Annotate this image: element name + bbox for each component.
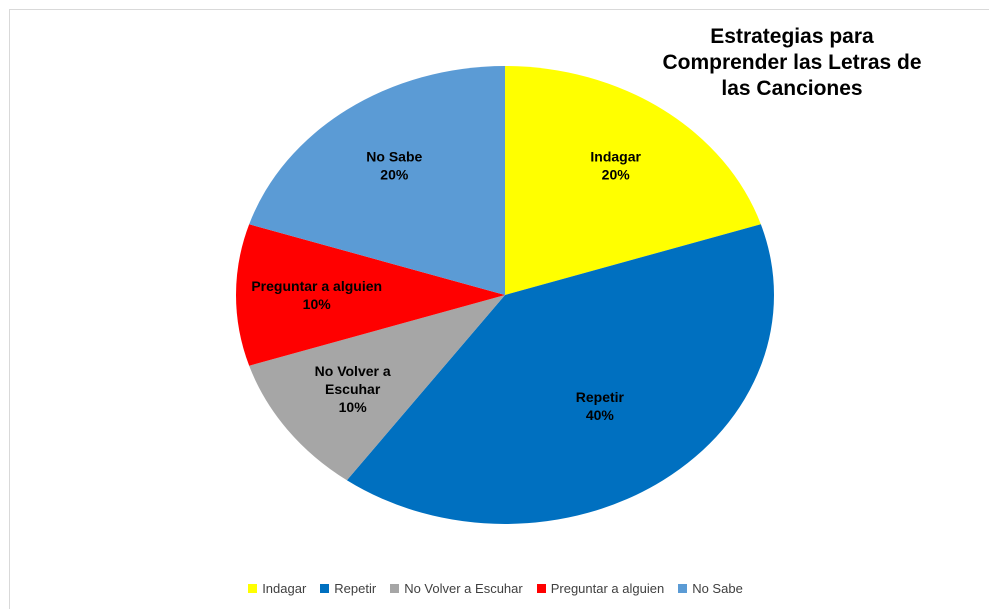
legend-swatch bbox=[678, 584, 688, 593]
slice-label-indagar: Indagar 20% bbox=[590, 148, 641, 182]
legend-label: Preguntar a alguien bbox=[550, 581, 665, 596]
legend-swatch bbox=[390, 584, 400, 593]
chart-title-line: las Canciones bbox=[721, 77, 863, 100]
legend: Indagar Repetir No Volver a Escuhar Preg… bbox=[0, 581, 991, 596]
pie-slice-no-sabe bbox=[249, 66, 505, 295]
pie-slice-no-volver-a-escuhar bbox=[249, 295, 505, 481]
legend-label: No Volver a Escuhar bbox=[404, 581, 523, 596]
legend-item-no-sabe: No Sabe bbox=[678, 581, 743, 596]
legend-item-no-volver: No Volver a Escuhar bbox=[390, 581, 523, 596]
chart-title: Estrategias para Comprender las Letras d… bbox=[620, 24, 964, 102]
pie-slice-indagar bbox=[505, 66, 761, 295]
slice-label-no-sabe: No Sabe 20% bbox=[366, 148, 422, 182]
chart-title-line: Estrategias para bbox=[710, 25, 874, 48]
legend-label: No Sabe bbox=[692, 581, 743, 596]
legend-label: Indagar bbox=[262, 581, 307, 596]
chart-area bbox=[9, 9, 989, 609]
pie-slice-repetir bbox=[346, 224, 774, 525]
legend-item-repetir: Repetir bbox=[320, 581, 376, 596]
slice-label-no-volver-a-escuhar: No Volver a Escuhar 10% bbox=[315, 363, 391, 415]
legend-item-preguntar: Preguntar a alguien bbox=[536, 581, 665, 596]
slice-label-repetir: Repetir 40% bbox=[576, 389, 625, 423]
legend-swatch bbox=[248, 584, 258, 593]
pie-slice-preguntar-a-alguien bbox=[236, 224, 505, 366]
legend-swatch bbox=[536, 584, 546, 593]
legend-item-indagar: Indagar bbox=[248, 581, 306, 596]
legend-swatch bbox=[320, 584, 330, 593]
chart-title-line: Comprender las Letras de bbox=[662, 51, 922, 74]
legend-label: Repetir bbox=[334, 581, 377, 596]
slice-label-preguntar-a-alguien: Preguntar a alguien 10% bbox=[251, 278, 382, 312]
